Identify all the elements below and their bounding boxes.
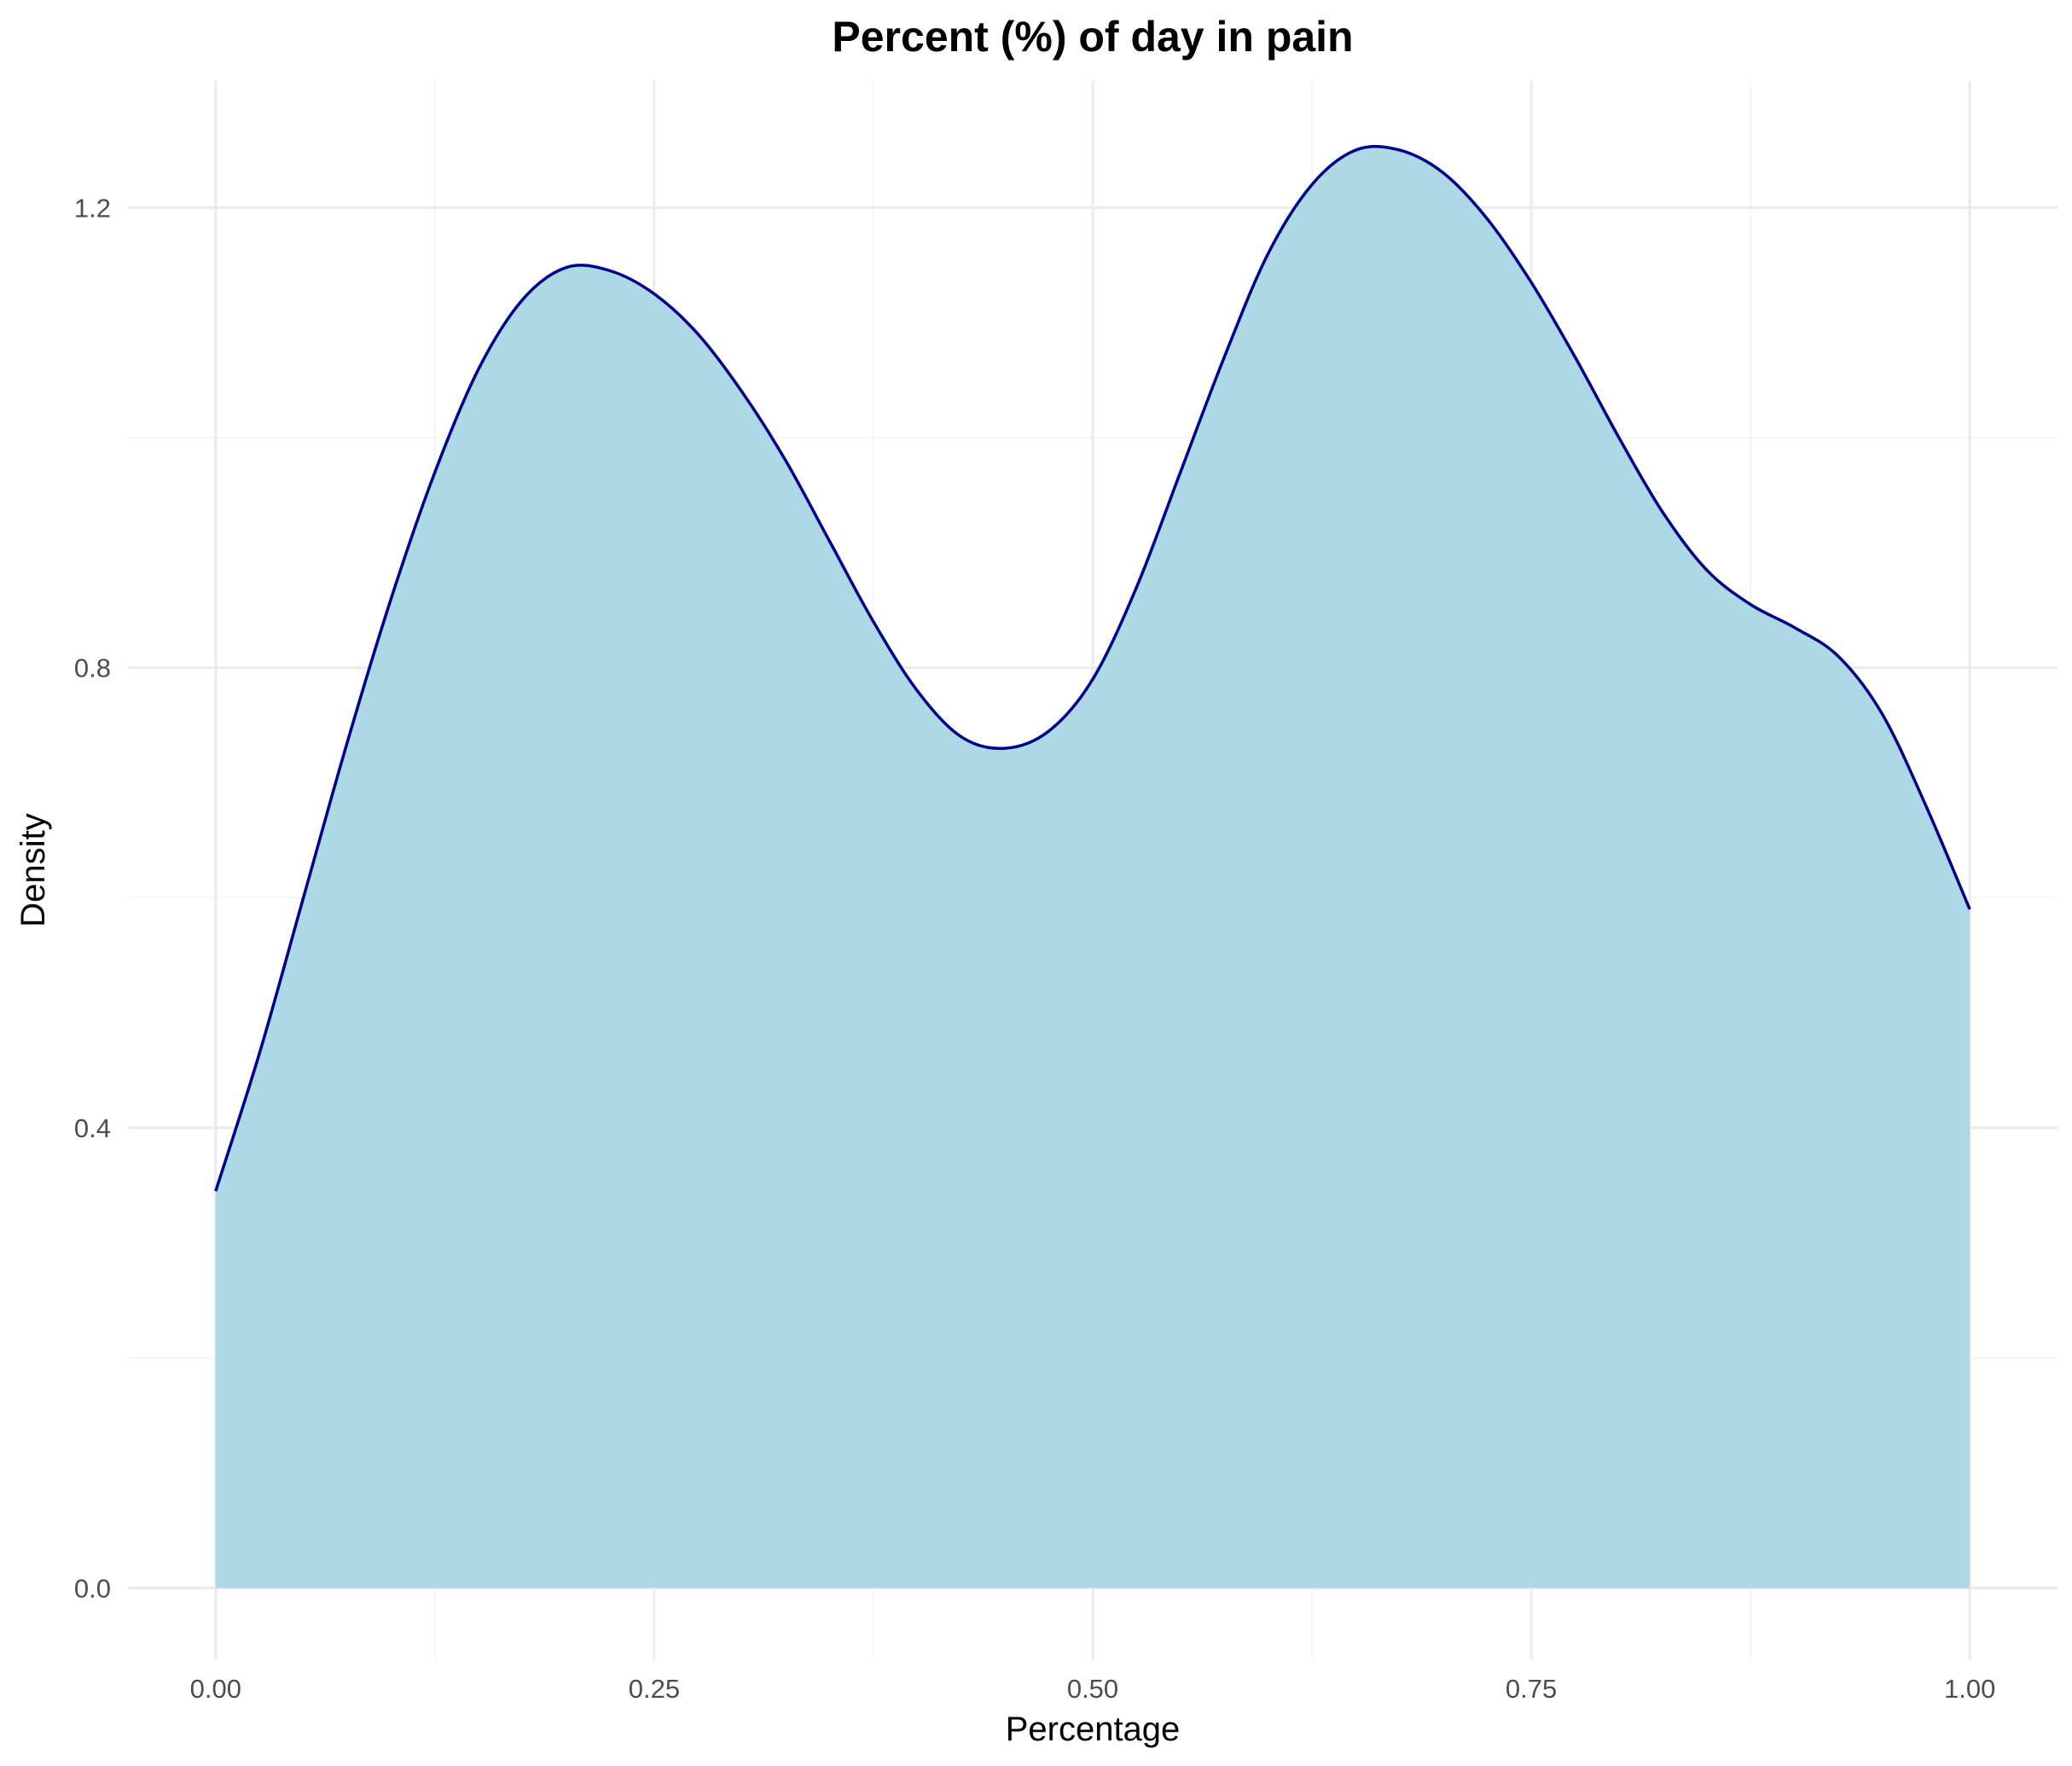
density-line — [214, 144, 1971, 1192]
y-tick-label: 0.4 — [74, 1113, 111, 1143]
y-axis-tick-labels: 0.0 0.4 0.8 1.2 — [74, 193, 111, 1603]
y-axis-title: Density — [15, 813, 52, 927]
y-tick-label: 0.8 — [74, 654, 111, 683]
y-tick-label: 0.0 — [74, 1573, 111, 1603]
x-tick-label: 1.00 — [1944, 1674, 1995, 1704]
x-tick-label: 0.75 — [1506, 1674, 1557, 1704]
x-tick-label: 0.50 — [1067, 1674, 1118, 1704]
x-tick-label: 0.00 — [190, 1674, 241, 1704]
x-axis-title: Percentage — [1006, 1711, 1181, 1748]
x-tick-label: 0.25 — [629, 1674, 680, 1704]
y-tick-label: 1.2 — [74, 193, 111, 223]
chart-title: Percent (%) of day in pain — [832, 13, 1353, 61]
x-axis-tick-labels: 0.00 0.25 0.50 0.75 1.00 — [190, 1674, 1996, 1704]
density-area — [215, 146, 1970, 1589]
